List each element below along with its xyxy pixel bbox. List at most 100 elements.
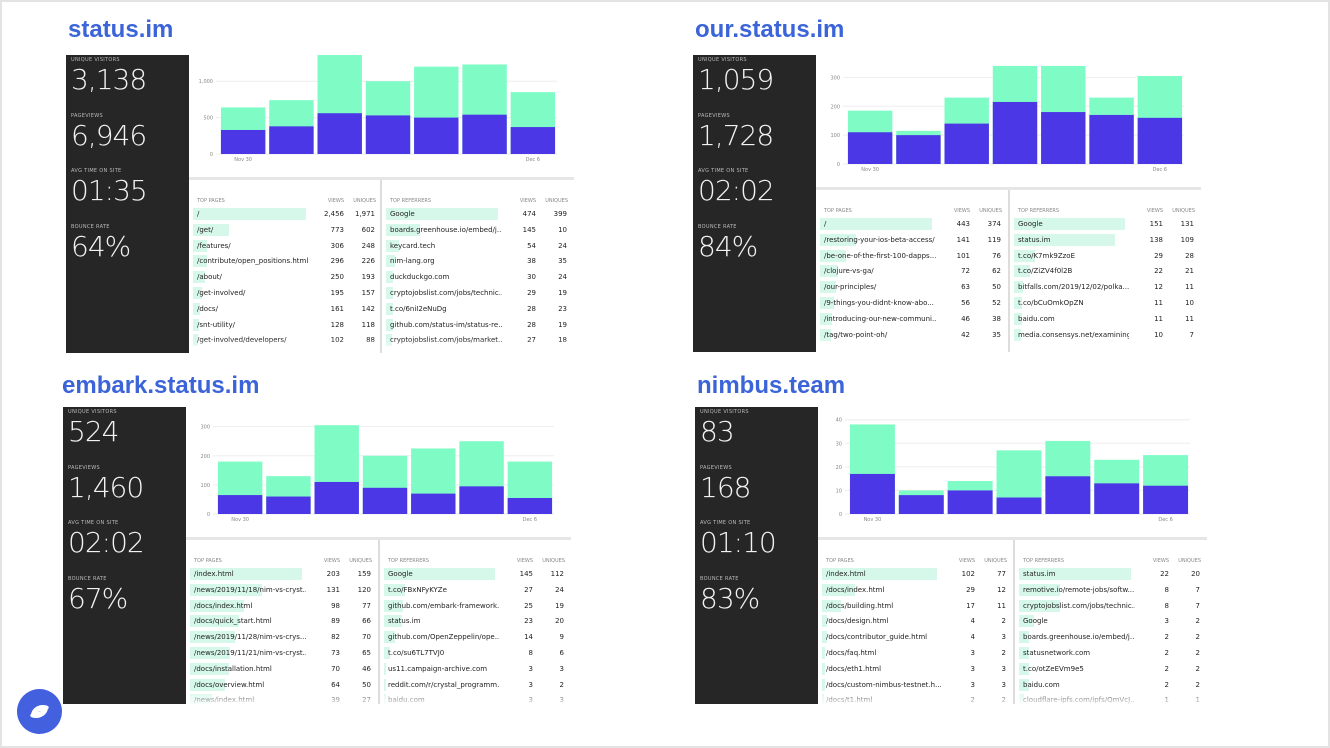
page-row[interactable]: /docs/161 142 xyxy=(189,301,382,317)
referrer-source[interactable]: t.co/su6TL7TVJ0 xyxy=(388,649,445,657)
page-path[interactable]: /docs/index.html xyxy=(826,585,885,594)
referrer-row[interactable]: baidu.com 3 3 xyxy=(380,692,571,704)
page-path[interactable]: /our-principles/ xyxy=(824,283,877,292)
referrer-row[interactable]: github.com/status-im/status-re... 28 19 xyxy=(382,317,574,333)
page-row[interactable]: /docs/building.html 17 11 xyxy=(818,598,1013,614)
referrer-row[interactable]: baidu.com 2 2 xyxy=(1015,677,1207,693)
referrer-source[interactable]: t.co/K7mk9ZzoE xyxy=(1018,251,1076,260)
page-row[interactable]: /clojure-vs-ga/72 62 xyxy=(816,263,1008,279)
page-row[interactable]: /tag/two-point-oh/42 35 xyxy=(816,327,1008,343)
referrer-row[interactable]: t.co/K7mk9ZzoE 29 28 xyxy=(1010,248,1201,264)
referrer-row[interactable]: t.co/FBxNFyKYZe 27 24 xyxy=(380,582,571,598)
referrer-source[interactable]: Google xyxy=(1023,617,1048,626)
page-path[interactable]: /docs/building.html xyxy=(826,601,894,610)
page-path[interactable]: /news/2019/11/28/nim-vs-crys... xyxy=(194,633,306,642)
referrer-row[interactable]: Google 145 112 xyxy=(380,566,571,582)
referrer-source[interactable]: baidu.com xyxy=(1023,680,1060,689)
referrer-source[interactable]: baidu.com xyxy=(1018,314,1055,323)
referrer-source[interactable]: duckduckgo.com xyxy=(390,273,450,282)
page-path[interactable]: /index.html xyxy=(194,570,234,578)
page-path[interactable]: /clojure-vs-ga/ xyxy=(824,267,874,276)
referrer-source[interactable]: remotive.io/remote-jobs/softw... xyxy=(1023,585,1135,594)
page-row[interactable]: /docs/contributor_guide.html 4 3 xyxy=(818,629,1013,645)
referrer-row[interactable]: github.com/embark-framework... 25 19 xyxy=(380,598,571,614)
referrer-row[interactable]: boards.greenhouse.io/embed/j... 2 2 xyxy=(1015,629,1207,645)
referrer-row[interactable]: cryptojobslist.com/jobs/technic... 29 19 xyxy=(382,285,574,301)
referrer-row[interactable]: bitfalls.com/2019/12/02/polka... 12 11 xyxy=(1010,279,1201,295)
page-path[interactable]: /introducing-our-new-communi... xyxy=(824,314,936,323)
page-path[interactable]: /tag/two-point-oh/ xyxy=(824,330,888,339)
page-path[interactable]: /docs/eth1.html xyxy=(826,664,882,673)
referrer-source[interactable]: t.co/ZiZV4f0l2B xyxy=(1018,267,1073,276)
page-path[interactable]: /news/2019/11/21/nim-vs-cryst... xyxy=(194,649,306,657)
page-path[interactable]: /docs/quick_start.html xyxy=(194,617,272,626)
page-row[interactable]: /news/index.html 39 27 xyxy=(186,692,378,704)
referrer-source[interactable]: status.im xyxy=(388,617,421,626)
page-row[interactable]: /index.html 102 77 xyxy=(818,566,1013,582)
referrer-row[interactable]: us11.campaign-archive.com 3 3 xyxy=(380,661,571,677)
page-path[interactable]: /be-one-of-the-first-100-dapps... xyxy=(824,251,936,260)
referrer-source[interactable]: baidu.com xyxy=(388,696,425,704)
referrer-row[interactable]: statusnetwork.com 2 2 xyxy=(1015,645,1207,661)
referrer-row[interactable]: boards.greenhouse.io/embed/j... 145 10 xyxy=(382,222,574,238)
referrer-source[interactable]: us11.campaign-archive.com xyxy=(388,664,488,673)
page-path[interactable]: /contribute/open_positions.html xyxy=(197,257,309,266)
page-row[interactable]: /our-principles/63 50 xyxy=(816,279,1008,295)
page-row[interactable]: /get/773 602 xyxy=(189,222,382,238)
page-path[interactable]: /docs/design.html xyxy=(826,617,889,626)
referrer-row[interactable]: status.im 22 20 xyxy=(1015,566,1207,582)
referrer-source[interactable]: boards.greenhouse.io/embed/j... xyxy=(1023,633,1135,642)
page-row[interactable]: /9-things-you-didnt-know-abo... 56 52 xyxy=(816,295,1008,311)
referrer-row[interactable]: duckduckgo.com 30 24 xyxy=(382,269,574,285)
referrer-source[interactable]: reddit.com/r/crystal_programm... xyxy=(388,680,499,689)
referrer-source[interactable]: statusnetwork.com xyxy=(1023,649,1091,657)
referrer-source[interactable]: t.co/bCuOmkOpZN xyxy=(1018,299,1084,307)
referrer-row[interactable]: media.consensys.net/examining... 10 7 xyxy=(1010,327,1201,343)
page-row[interactable]: /restoring-your-ios-beta-access/141 119 xyxy=(816,232,1008,248)
page-row[interactable]: /docs/custom-nimbus-testnet.h... 3 3 xyxy=(818,677,1013,693)
page-row[interactable]: / 443 374 xyxy=(816,216,1008,232)
referrer-source[interactable]: keycard.tech xyxy=(390,241,436,250)
page-path[interactable]: /docs/faq.html xyxy=(826,649,877,657)
page-path[interactable]: /snt-utility/ xyxy=(197,320,235,329)
referrer-row[interactable]: t.co/ZiZV4f0l2B 22 21 xyxy=(1010,263,1201,279)
page-path[interactable]: /docs/t1.html xyxy=(826,696,873,704)
page-row[interactable]: / 2,456 1,971 xyxy=(189,206,382,222)
referrer-source[interactable]: t.co/FBxNFyKYZe xyxy=(388,585,447,594)
referrer-row[interactable]: keycard.tech 54 24 xyxy=(382,238,574,254)
referrer-source[interactable]: status.im xyxy=(1018,235,1051,244)
referrer-row[interactable]: status.im 138 109 xyxy=(1010,232,1201,248)
page-row[interactable]: /news/2019/11/18/nim-vs-cryst... 131 120 xyxy=(186,582,378,598)
referrer-source[interactable]: bitfalls.com/2019/12/02/polka... xyxy=(1018,283,1129,292)
page-row[interactable]: /docs/t1.html 2 2 xyxy=(818,692,1013,704)
page-row[interactable]: /docs/faq.html 3 2 xyxy=(818,645,1013,661)
referrer-source[interactable]: cloudflare-ipfs.com/ipfs/QmVcJ... xyxy=(1023,696,1135,704)
page-path[interactable]: /features/ xyxy=(197,241,231,250)
referrer-row[interactable]: Google 3 2 xyxy=(1015,613,1207,629)
page-path[interactable]: /get-involved/developers/ xyxy=(197,336,287,345)
referrer-row[interactable]: t.co/su6TL7TVJ0 8 6 xyxy=(380,645,571,661)
referrer-source[interactable]: github.com/OpenZeppelin/ope... xyxy=(388,633,499,642)
referrer-row[interactable]: cryptojobslist.com/jobs/technic... 8 7 xyxy=(1015,598,1207,614)
page-row[interactable]: /docs/installation.html 70 46 xyxy=(186,661,378,677)
page-row[interactable]: /docs/quick_start.html 89 66 xyxy=(186,613,378,629)
page-path[interactable]: /index.html xyxy=(826,570,866,578)
referrer-source[interactable]: t.co/6niI2eNuDg xyxy=(390,304,447,313)
page-path[interactable]: /get/ xyxy=(197,225,214,234)
referrer-source[interactable]: Google xyxy=(390,210,415,218)
referrer-source[interactable]: cryptojobslist.com/jobs/technic... xyxy=(1023,601,1135,610)
referrer-source[interactable]: cryptojobslist.com/jobs/market... xyxy=(390,336,502,345)
page-row[interactable]: /snt-utility/128 118 xyxy=(189,317,382,333)
page-row[interactable]: /index.html 203 159 xyxy=(186,566,378,582)
page-path[interactable]: /docs/installation.html xyxy=(194,664,272,673)
referrer-row[interactable]: remotive.io/remote-jobs/softw... 8 7 xyxy=(1015,582,1207,598)
referrer-row[interactable]: t.co/6niI2eNuDg 28 23 xyxy=(382,301,574,317)
referrer-source[interactable]: Google xyxy=(1018,220,1043,228)
referrer-source[interactable]: github.com/embark-framework... xyxy=(388,601,499,610)
referrer-row[interactable]: status.im 23 20 xyxy=(380,613,571,629)
page-path[interactable]: /restoring-your-ios-beta-access/ xyxy=(824,235,935,244)
page-path[interactable]: /about/ xyxy=(197,273,222,282)
page-row[interactable]: /docs/overview.html 64 50 xyxy=(186,677,378,693)
referrer-row[interactable]: Google 474 399 xyxy=(382,206,574,222)
page-row[interactable]: /be-one-of-the-first-100-dapps... 101 76 xyxy=(816,248,1008,264)
